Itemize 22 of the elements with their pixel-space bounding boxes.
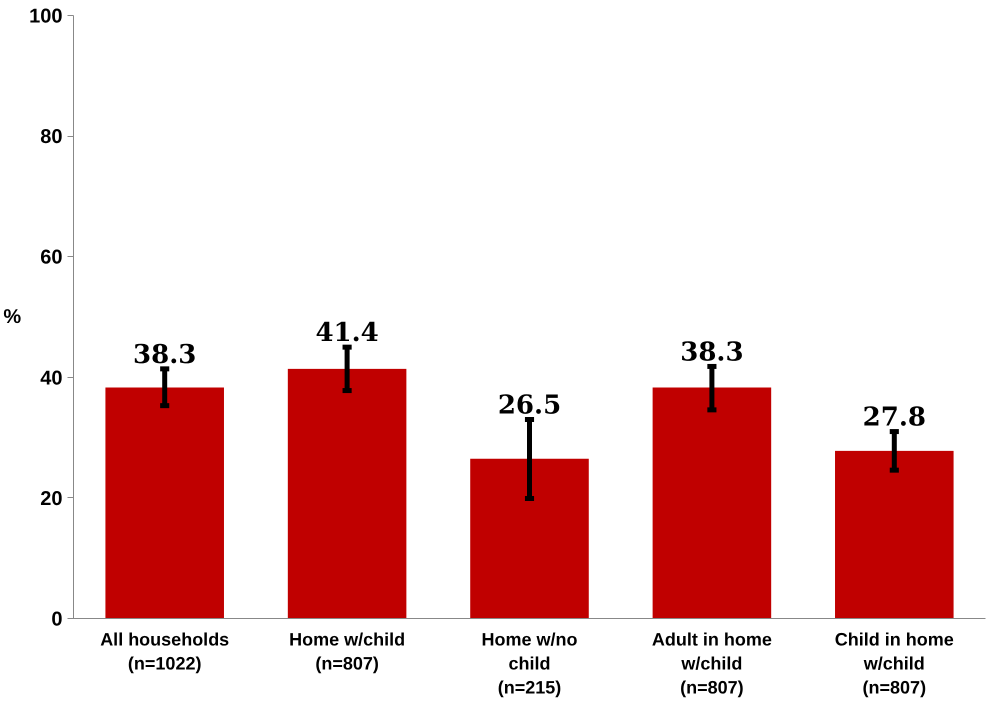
bar — [470, 458, 589, 618]
x-tick-label: Adult in home w/child (n=807) — [652, 630, 772, 698]
x-tick-label: Child in home w/child (n=807) — [834, 630, 954, 698]
data-label: 26.5 — [498, 390, 562, 421]
bar — [288, 368, 406, 618]
data-label: 38.3 — [680, 337, 744, 368]
y-tick-label: 40 — [40, 367, 63, 390]
data-label: 41.4 — [315, 318, 379, 348]
bar — [652, 388, 772, 618]
y-tick-label: 80 — [40, 126, 63, 148]
y-tick-label: 20 — [40, 488, 63, 510]
y-tick-label: 0 — [51, 608, 62, 630]
x-tick-label: Home w/child (n=807) — [289, 630, 406, 674]
data-label: 38.3 — [133, 340, 196, 370]
y-axis-title: % — [3, 306, 22, 328]
bar — [835, 450, 954, 618]
x-tick-label: All households (n=1022) — [100, 630, 230, 674]
y-tick-label: 100 — [29, 6, 63, 28]
bar — [105, 388, 224, 618]
y-tick-label: 60 — [40, 246, 63, 269]
data-label: 27.8 — [862, 402, 926, 433]
x-tick-label: Home w/no child (n=215) — [482, 630, 578, 698]
